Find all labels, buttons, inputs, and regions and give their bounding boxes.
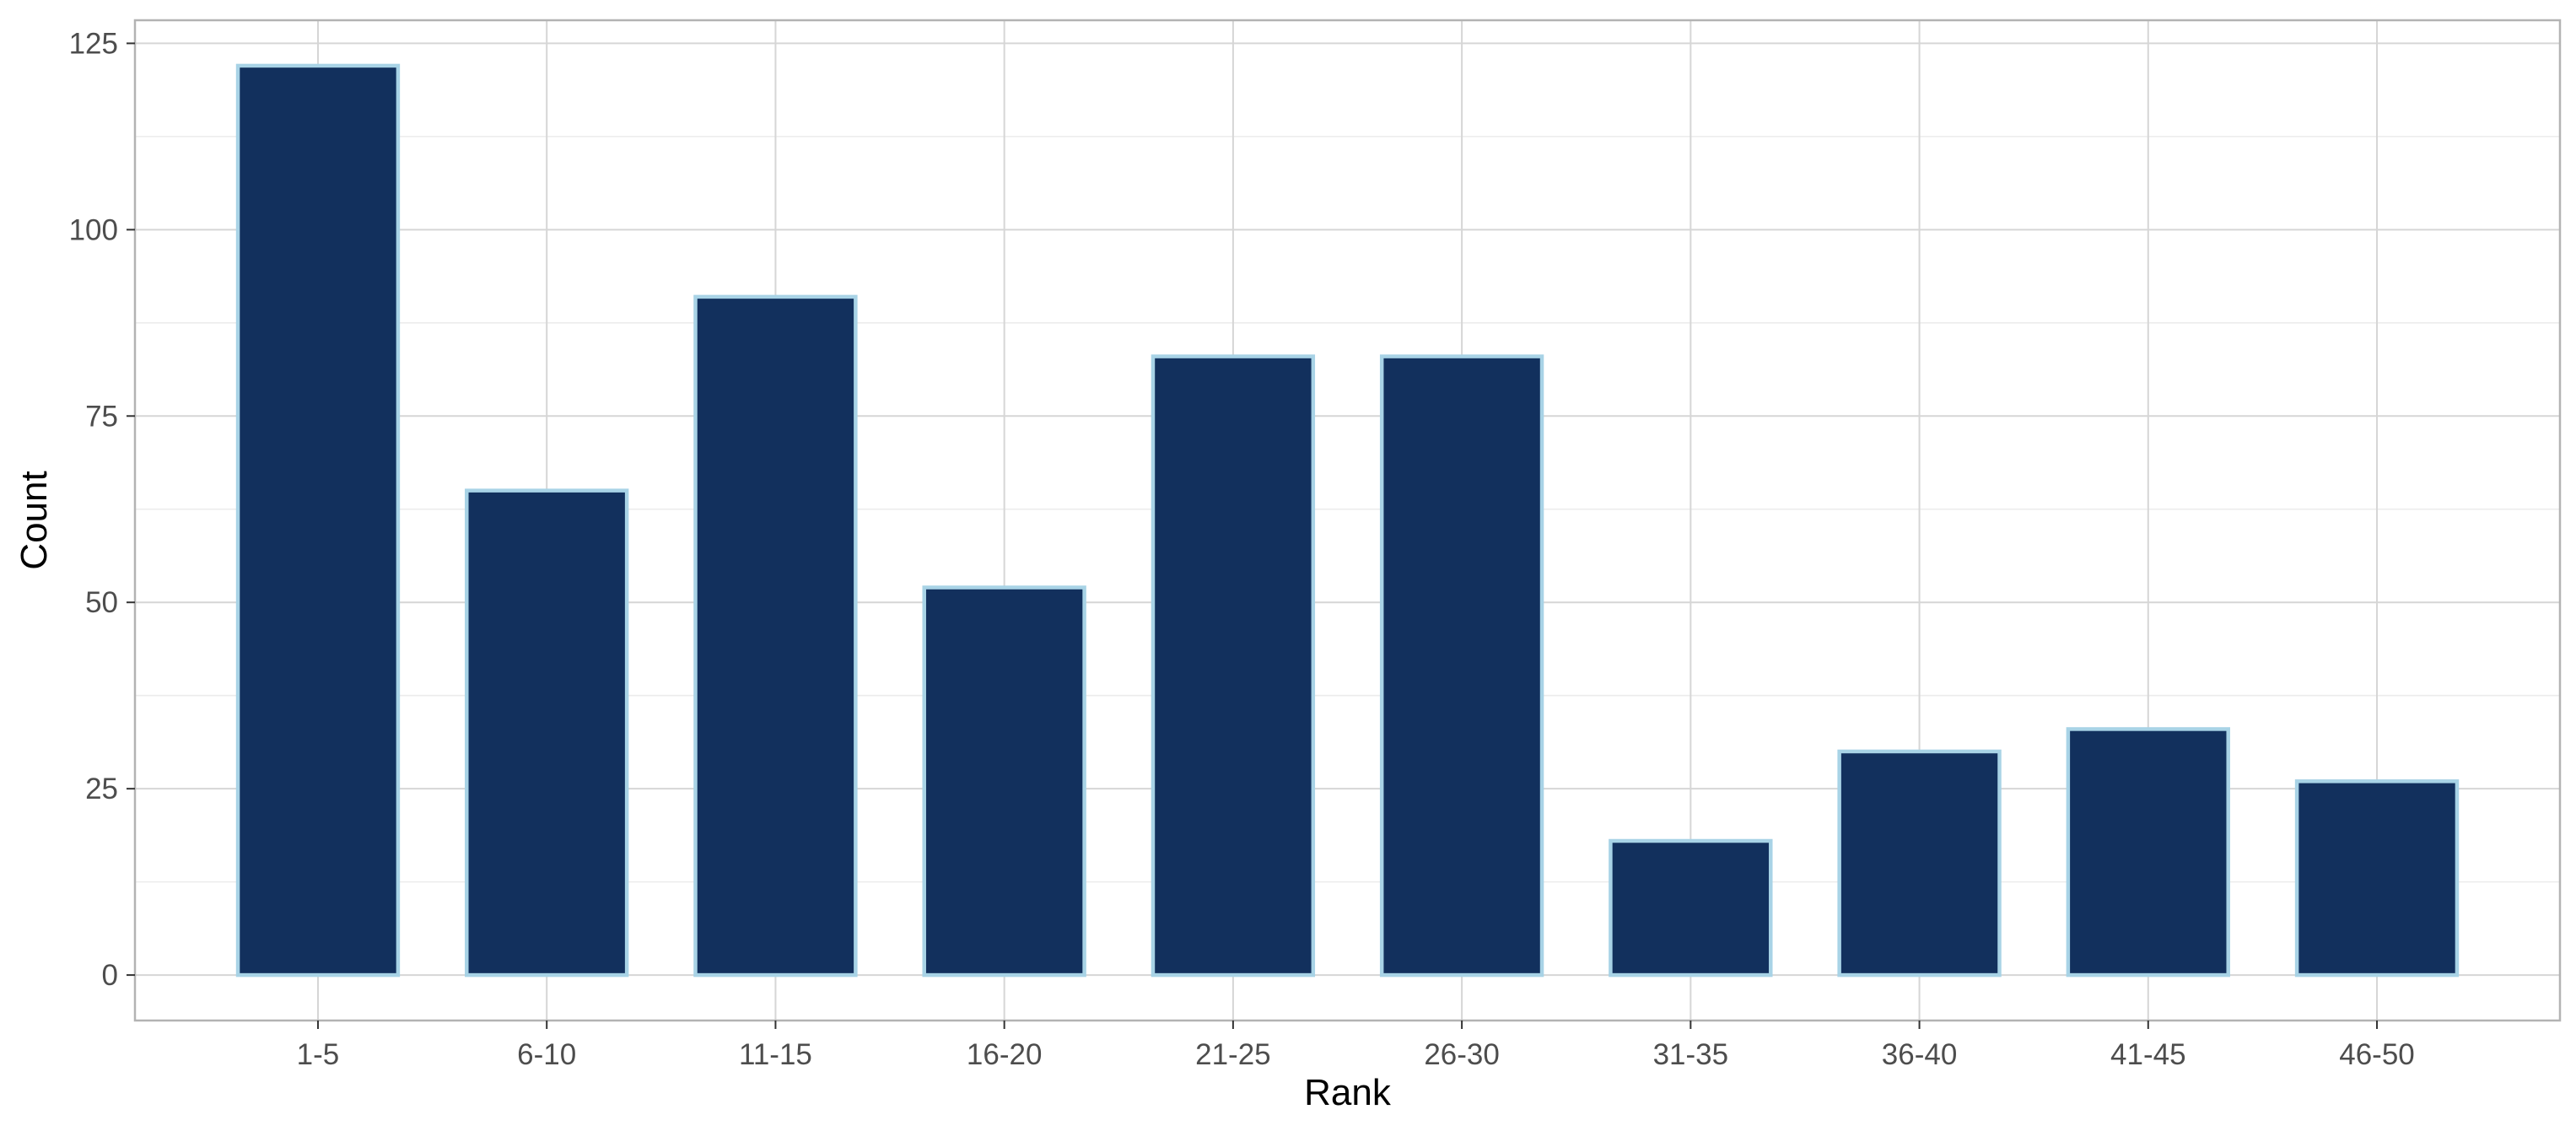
x-tick-label: 21-25 <box>1195 1038 1271 1071</box>
y-tick-label: 125 <box>69 27 118 60</box>
x-axis: 1-5 6-10 11-15 16-20 21-25 26-30 31-35 36-40 41-… <box>297 1021 2415 1071</box>
y-tick-label: 50 <box>85 586 118 619</box>
x-tick-label: 46-50 <box>2339 1038 2415 1071</box>
bar-41-45 <box>2066 727 2230 978</box>
bars <box>235 63 2460 978</box>
bar-21-25 <box>1151 354 1316 978</box>
bar-26-30 <box>1379 354 1544 978</box>
y-axis: 0 25 50 75 100 125 <box>69 27 135 992</box>
bar-16-20 <box>922 585 1086 978</box>
x-tick-label: 36-40 <box>1882 1038 1958 1071</box>
y-axis-title: Count <box>13 471 55 569</box>
x-axis-title: Rank <box>1304 1072 1392 1113</box>
bar-31-35 <box>1609 838 1773 978</box>
y-tick-label: 0 <box>102 959 118 992</box>
y-tick-label: 100 <box>69 213 118 246</box>
x-tick-label: 6-10 <box>517 1038 576 1071</box>
bar-36-40 <box>1837 749 2002 978</box>
y-tick-label: 75 <box>85 400 118 433</box>
x-tick-label: 11-15 <box>739 1038 812 1071</box>
x-tick-label: 26-30 <box>1424 1038 1500 1071</box>
x-tick-label: 16-20 <box>967 1038 1043 1071</box>
bar-6-10 <box>465 488 629 978</box>
x-tick-label: 31-35 <box>1653 1038 1729 1071</box>
x-tick-label: 41-45 <box>2110 1038 2186 1071</box>
bar-11-15 <box>693 294 858 978</box>
panel-border <box>133 19 2562 1022</box>
x-tick-label: 1-5 <box>297 1038 340 1071</box>
bar-46-50 <box>2294 779 2460 978</box>
y-tick-label: 25 <box>85 773 118 805</box>
bar-1-5 <box>235 63 401 978</box>
